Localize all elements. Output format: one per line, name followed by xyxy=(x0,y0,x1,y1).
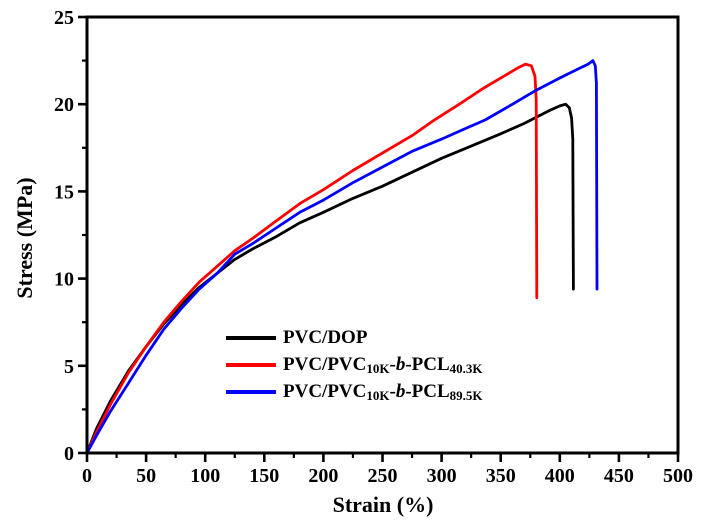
curve-pvc-pvc10k-b-pcl89k xyxy=(85,59,599,455)
y-tick-label: 25 xyxy=(54,7,74,29)
x-tick-label: 350 xyxy=(486,465,516,487)
x-tick-label: 200 xyxy=(308,465,338,487)
x-tick-label: 500 xyxy=(663,465,693,487)
x-axis-title: Strain (%) xyxy=(332,492,434,517)
legend-label-text: b xyxy=(395,380,406,402)
x-tick-label: 100 xyxy=(190,465,220,487)
legend-label-text: -PCL xyxy=(405,380,450,402)
legend-line-pvc-pvc10k-b-pcl40k xyxy=(226,362,276,367)
y-axis-title: Stress (MPa) xyxy=(12,177,37,299)
legend-label-subscript: 10K xyxy=(366,387,390,403)
legend-label-text: PVC/PVC xyxy=(283,380,367,402)
legend-label-subscript: 89.5K xyxy=(449,387,483,403)
y-tick-label: 20 xyxy=(54,94,74,116)
x-tick-label: 450 xyxy=(604,465,634,487)
x-tick-label: 0 xyxy=(82,465,92,487)
legend-label-text: - xyxy=(389,380,396,402)
y-tick-label: 5 xyxy=(64,356,74,378)
legend-line-pvc-pvc10k-b-pcl89k xyxy=(226,389,276,394)
legend-label-text: -PCL xyxy=(405,353,450,375)
y-tick-label: 15 xyxy=(54,181,74,203)
legend-label-pvc-dop: PVC/DOP xyxy=(283,328,367,347)
legend-line-pvc-dop xyxy=(226,335,276,340)
legend-label-text: - xyxy=(389,353,396,375)
curve-pvc-pvc10k-b-pcl40k xyxy=(85,62,539,455)
legend-item-pvc-pvc10k-b-pcl40k: PVC/PVC10K-b-PCL40.3K xyxy=(226,351,483,378)
legend-label-text: PVC/PVC xyxy=(283,353,367,375)
legend-label-pvc-pvc10k-b-pcl89k: PVC/PVC10K-b-PCL89.5K xyxy=(283,382,483,402)
x-tick-label: 150 xyxy=(249,465,279,487)
legend-label-subscript: 10K xyxy=(366,360,390,376)
x-tick-label: 250 xyxy=(368,465,398,487)
y-tick-label: 10 xyxy=(54,269,74,291)
y-tick-label: 0 xyxy=(64,443,74,465)
legend-item-pvc-dop: PVC/DOP xyxy=(226,324,483,351)
legend: PVC/DOP PVC/PVC10K-b-PCL40.3K PVC/PVC10K-b… xyxy=(226,324,483,405)
x-tick-label: 50 xyxy=(136,465,156,487)
plot-frame xyxy=(85,15,680,455)
legend-label-pvc-pvc10k-b-pcl40k: PVC/PVC10K-b-PCL40.3K xyxy=(283,355,483,375)
x-tick-label: 400 xyxy=(545,465,575,487)
legend-label-text: PVC/DOP xyxy=(283,327,368,348)
legend-label-subscript: 40.3K xyxy=(449,360,483,376)
legend-label-text: b xyxy=(395,353,406,375)
legend-item-pvc-pvc10k-b-pcl89k: PVC/PVC10K-b-PCL89.5K xyxy=(226,378,483,405)
x-tick-label: 300 xyxy=(427,465,457,487)
